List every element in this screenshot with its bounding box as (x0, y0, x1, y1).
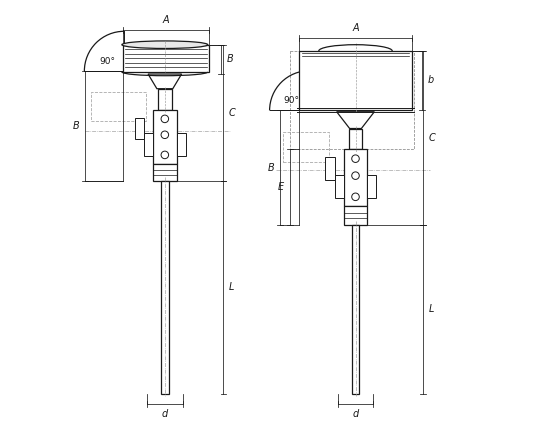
Text: C: C (429, 133, 435, 143)
Polygon shape (344, 206, 367, 225)
Polygon shape (299, 51, 412, 110)
Text: B: B (268, 163, 274, 173)
Polygon shape (148, 74, 181, 89)
Text: A: A (352, 22, 359, 32)
Polygon shape (135, 118, 144, 139)
Text: C: C (229, 108, 236, 118)
Polygon shape (153, 164, 177, 181)
Text: B: B (73, 121, 80, 131)
Text: 90°: 90° (100, 57, 116, 65)
Polygon shape (334, 175, 344, 197)
Polygon shape (351, 225, 360, 394)
Polygon shape (158, 89, 172, 110)
Ellipse shape (122, 41, 208, 49)
Polygon shape (123, 45, 209, 72)
Polygon shape (144, 133, 153, 156)
Text: E: E (278, 182, 284, 192)
Text: d: d (353, 409, 358, 419)
Text: 90°: 90° (284, 96, 300, 105)
Polygon shape (161, 181, 169, 394)
Text: b: b (427, 75, 433, 85)
Text: B: B (227, 54, 234, 65)
Polygon shape (367, 175, 377, 197)
Polygon shape (337, 112, 374, 129)
Text: A: A (163, 15, 169, 25)
Polygon shape (153, 110, 177, 164)
Polygon shape (349, 129, 362, 149)
Text: L: L (229, 282, 234, 292)
Polygon shape (177, 133, 186, 156)
Text: L: L (429, 304, 434, 314)
Text: d: d (162, 409, 168, 419)
Polygon shape (325, 157, 334, 180)
Polygon shape (344, 149, 367, 206)
